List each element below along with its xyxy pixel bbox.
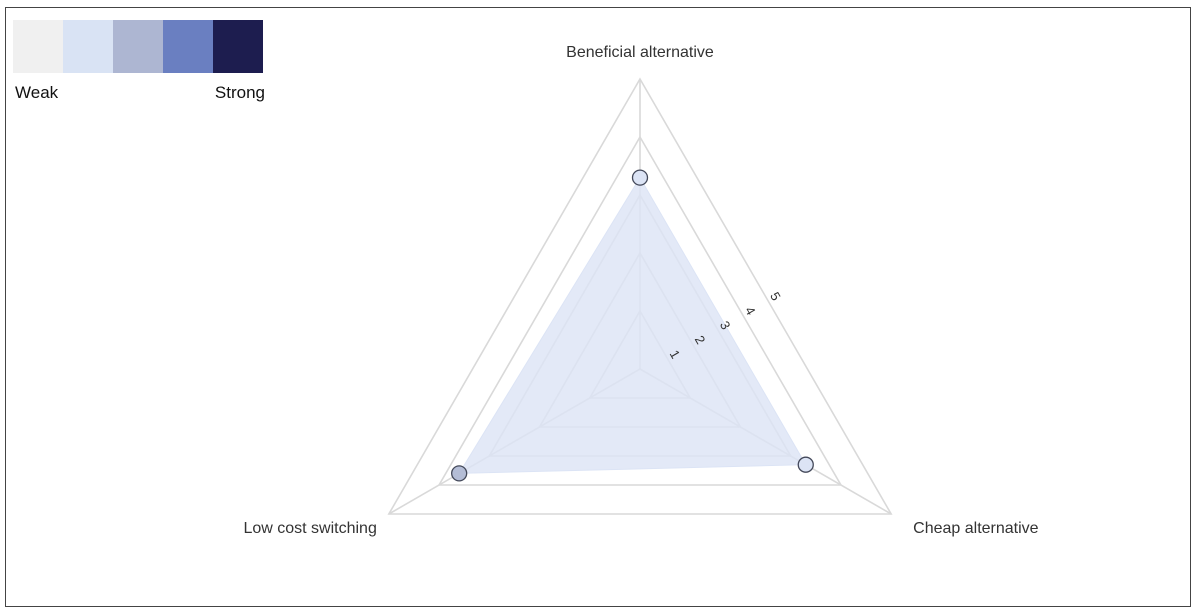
grid-ring-5 [387,77,893,515]
data-point-0-1 [797,456,814,473]
axis-label-0: Beneficial alternative [566,44,714,61]
legend-swatch-1 [13,20,63,73]
data-point-0-0 [631,169,649,186]
legend-labels: Weak Strong [13,83,265,105]
data-point-0-2 [451,465,468,482]
legend-swatches [13,20,263,73]
series-area-0 [458,176,807,474]
legend-swatch-5 [213,20,263,73]
legend-swatch-3 [113,20,163,73]
grid-ring-4 [437,135,843,486]
legend-strong-label: Strong [214,83,265,102]
axis-label-2: Low cost switching [243,520,376,537]
color-legend: Weak Strong [13,20,265,105]
axis-label-1: Cheap alternative [913,520,1039,537]
legend-swatch-4 [163,20,213,73]
legend-weak-label: Weak [15,83,59,102]
tick-label-5: 5 [767,289,784,303]
legend-swatch-2 [63,20,113,73]
tick-label-4: 4 [742,304,759,318]
